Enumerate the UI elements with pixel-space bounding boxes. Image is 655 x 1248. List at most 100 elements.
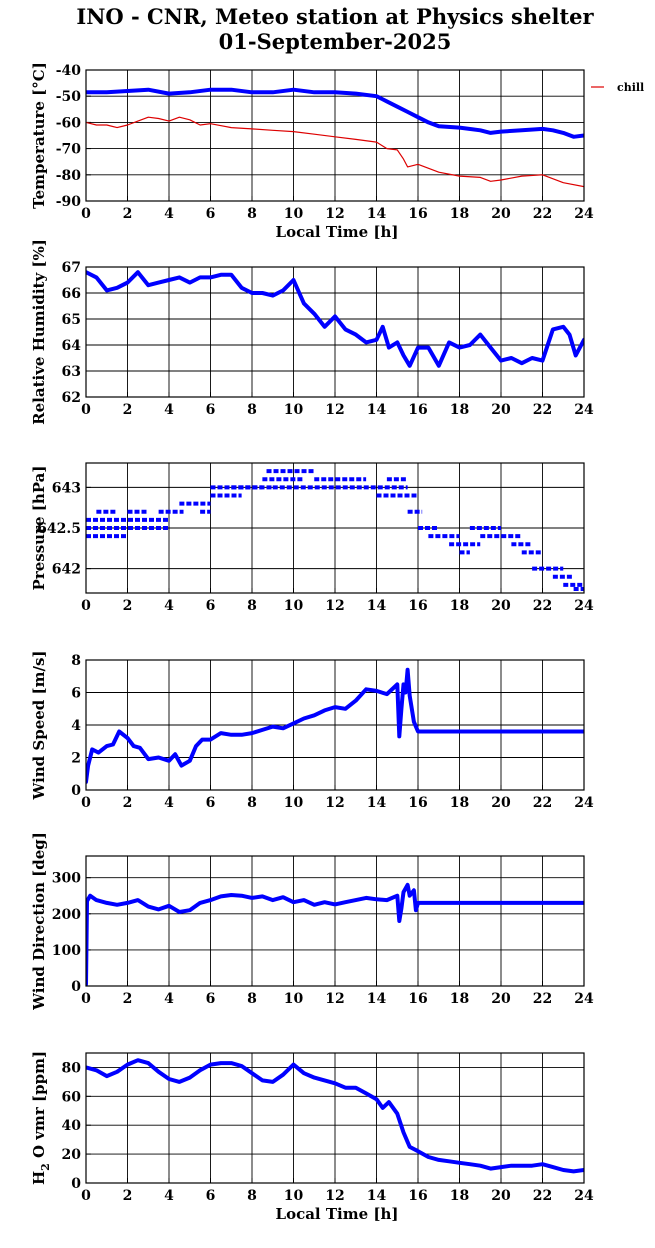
- chart-panel-1: 0 2 4 6 8 10 12 14 16 18 20 22 24-90-80-70-60-50-40T…: [30, 62, 644, 241]
- y-axis-label: Pressure [hPa]: [30, 466, 48, 591]
- plot-frame: [85, 855, 585, 987]
- x-tick-label: 16: [408, 795, 427, 811]
- x-tick-label: 18: [450, 1188, 469, 1204]
- x-tick-label: 8: [247, 991, 257, 1007]
- x-tick-label: 24: [574, 402, 594, 418]
- x-tick-label: 10: [284, 1188, 304, 1204]
- x-tick-label: 6: [206, 1188, 216, 1204]
- series-line: [86, 882, 584, 986]
- x-tick-label: 2: [123, 1188, 133, 1204]
- x-tick-label: 16: [408, 598, 427, 614]
- y-tick-label: 200: [52, 907, 81, 923]
- x-tick-label: 0: [81, 991, 91, 1007]
- x-tick-label: 14: [367, 795, 387, 811]
- x-tick-label: 12: [325, 991, 344, 1007]
- x-tick-label: 12: [325, 795, 344, 811]
- x-tick-label: 2: [123, 795, 133, 811]
- x-axis-label: Local Time [h]: [276, 223, 399, 241]
- x-tick-label: 20: [491, 598, 511, 614]
- y-tick-label: 643: [52, 480, 81, 496]
- y-tick-label: -90: [56, 194, 82, 210]
- x-tick-label: 6: [206, 598, 216, 614]
- y-tick-label: 642: [52, 562, 81, 578]
- y-tick-label: 80: [62, 1060, 82, 1076]
- y-tick-label: 60: [62, 1089, 82, 1105]
- y-tick-label: -40: [56, 63, 82, 79]
- x-tick-label: 6: [206, 206, 216, 222]
- legend-label-chill: chill: [617, 81, 644, 94]
- y-tick-label: 2: [71, 751, 81, 767]
- x-tick-label: 22: [533, 402, 552, 418]
- y-tick-label: 63: [62, 364, 81, 380]
- plot-frame: [85, 266, 585, 398]
- x-tick-label: 12: [325, 1188, 344, 1204]
- x-tick-label: 8: [247, 206, 257, 222]
- series-line: [86, 667, 584, 784]
- x-tick-label: 4: [164, 206, 174, 222]
- x-tick-label: 10: [284, 795, 304, 811]
- legend: chill: [591, 81, 644, 94]
- y-tick-label: 66: [62, 286, 81, 302]
- chart-panel-2: 0 2 4 6 8 10 12 14 16 18 20 22 24626364656667Relativ…: [30, 239, 594, 425]
- y-tick-label: 8: [71, 653, 81, 669]
- chart-panel-3: 0 2 4 6 8 10 12 14 16 18 20 22 24642642.5643Pressure…: [30, 462, 594, 614]
- x-tick-label: 10: [284, 991, 304, 1007]
- x-tick-label: 22: [533, 206, 552, 222]
- title-line-2: 01-September-2025: [218, 29, 452, 54]
- plot-frame: [85, 462, 585, 594]
- x-tick-label: 10: [284, 206, 304, 222]
- plot-frame: [85, 69, 585, 202]
- x-tick-label: 18: [450, 206, 469, 222]
- y-tick-label: 67: [62, 260, 81, 276]
- x-tick-label: 12: [325, 598, 344, 614]
- x-tick-label: 14: [367, 402, 387, 418]
- x-tick-label: 8: [247, 402, 257, 418]
- x-tick-label: 20: [491, 1188, 511, 1204]
- series-line: [86, 87, 584, 139]
- y-tick-label: 6: [71, 686, 81, 702]
- x-tick-label: 14: [367, 598, 387, 614]
- x-axis-label: Local Time [h]: [276, 1205, 399, 1223]
- x-tick-label: 4: [164, 598, 174, 614]
- y-axis-label: Relative Humidity [%]: [30, 239, 48, 425]
- y-tick-label: 4: [71, 718, 81, 734]
- y-tick-label: -50: [56, 89, 82, 105]
- series-line: [86, 270, 584, 368]
- x-tick-label: 20: [491, 206, 511, 222]
- x-tick-label: 24: [574, 206, 594, 222]
- title-line-1: INO - CNR, Meteo station at Physics shel…: [76, 4, 594, 29]
- x-tick-label: 2: [123, 402, 133, 418]
- y-tick-label: 642.5: [37, 521, 81, 537]
- y-axis-label: Wind Speed [m/s]: [30, 650, 48, 800]
- y-tick-label: 300: [52, 871, 81, 887]
- x-tick-label: 22: [533, 1188, 552, 1204]
- x-tick-label: 4: [164, 1188, 174, 1204]
- chart-title: INO - CNR, Meteo station at Physics shel…: [0, 4, 655, 54]
- x-tick-label: 20: [491, 991, 511, 1007]
- x-tick-label: 14: [367, 1188, 387, 1204]
- x-tick-label: 24: [574, 991, 594, 1007]
- y-tick-label: -80: [56, 168, 82, 184]
- plot-frame: [85, 1052, 585, 1184]
- x-tick-label: 8: [247, 795, 257, 811]
- y-axis-label: Wind Direction [deg]: [30, 832, 48, 1011]
- x-tick-label: 0: [81, 795, 91, 811]
- x-tick-label: 14: [367, 206, 387, 222]
- y-tick-label: 0: [71, 1176, 81, 1192]
- y-tick-label: 20: [62, 1147, 82, 1163]
- x-tick-label: 18: [450, 402, 469, 418]
- x-tick-label: 0: [81, 206, 91, 222]
- x-tick-label: 24: [574, 598, 594, 614]
- x-tick-label: 8: [247, 1188, 257, 1204]
- x-tick-label: 22: [533, 598, 552, 614]
- x-tick-label: 6: [206, 795, 216, 811]
- y-tick-label: 40: [62, 1118, 82, 1134]
- y-tick-label: 100: [52, 943, 81, 959]
- y-axis-label: H2 O vmr [ppm]: [30, 1051, 52, 1185]
- x-tick-label: 10: [284, 598, 304, 614]
- x-tick-label: 18: [450, 991, 469, 1007]
- series-segments: [86, 469, 584, 591]
